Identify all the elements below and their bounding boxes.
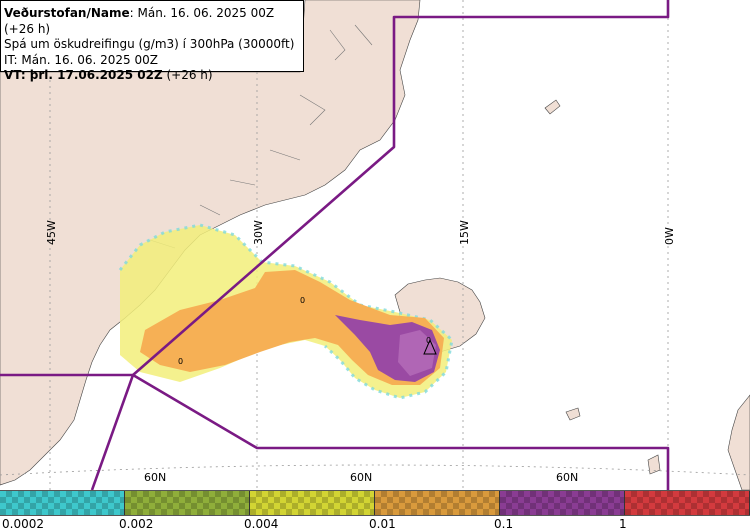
map-graticule — [0, 0, 750, 490]
contour-label: 0 — [426, 336, 431, 345]
legend-swatch — [250, 491, 375, 515]
info-line-issue-time: IT: Mán. 16. 06. 2025 00Z — [4, 52, 158, 67]
ash-plume-mid — [140, 270, 444, 385]
legend-threshold-label: 0.0002 — [2, 517, 44, 531]
info-line-valid-time: VT: þri. 17.06.2025 02Z (+26 h) — [4, 68, 303, 84]
contour-labels: 0 0 0 — [178, 296, 431, 366]
forecast-info-box: Veðurstofan/Name: Mán. 16. 06. 2025 00Z … — [0, 0, 304, 82]
info-line-issuer: Veðurstofan/Name: Mán. 16. 06. 2025 00Z … — [4, 6, 303, 37]
lon-label: 30W — [252, 220, 265, 245]
ash-plume-high-core — [398, 330, 436, 376]
greenland-boundary-west — [0, 373, 135, 490]
valid-time-offset: (+26 h) — [162, 68, 213, 82]
europe-land — [727, 394, 750, 490]
reykjavik-fir-boundary — [131, 0, 670, 490]
contour-label: 0 — [178, 357, 183, 366]
legend-swatch — [0, 491, 125, 515]
valid-time-label: VT: þri. 17.06.2025 02Z — [4, 68, 163, 82]
lat-label: 60N — [144, 471, 166, 484]
longitude-labels: 45W 30W 15W 0W — [45, 220, 676, 245]
legend-threshold-labels: 0.0002 0.002 0.004 0.01 0.1 1 — [0, 516, 750, 532]
legend-threshold-label: 0.002 — [119, 517, 154, 531]
issuer-label: Veðurstofan/Name — [4, 6, 130, 20]
contour-label: 0 — [300, 296, 305, 305]
issuer-time: : Mán. 16. 06. 2025 00Z (+26 h) — [4, 6, 275, 36]
volcano-triangle-icon — [423, 338, 437, 355]
legend-threshold-label: 0.1 — [494, 517, 514, 531]
legend-swatch — [125, 491, 250, 515]
info-line-description: Spá um öskudreifingu (g/m3) í 300hPa (30… — [4, 37, 295, 51]
lon-label: 15W — [458, 220, 471, 245]
legend-color-bar — [0, 490, 750, 516]
legend-swatch — [375, 491, 500, 515]
concentration-legend: 0.0002 0.002 0.004 0.01 0.1 1 — [0, 490, 750, 532]
ash-plume — [118, 223, 454, 400]
legend-threshold-label: 0.004 — [244, 517, 279, 531]
lon-label: 45W — [45, 220, 58, 245]
airspace-boundaries — [0, 0, 670, 490]
lat-label: 60N — [556, 471, 578, 484]
lon-label: 0W — [663, 227, 676, 245]
legend-swatch — [625, 491, 750, 515]
ash-dispersion-map: 45W 30W 15W 0W 60N 60N 60N 0 0 0 — [0, 0, 750, 490]
greenland-fjords — [149, 24, 373, 249]
legend-swatch — [500, 491, 625, 515]
legend-threshold-label: 1 — [619, 517, 627, 531]
legend-threshold-label: 0.01 — [369, 517, 396, 531]
lat-label: 60N — [350, 471, 372, 484]
latitude-labels: 60N 60N 60N — [144, 471, 578, 484]
small-islands — [544, 99, 661, 475]
